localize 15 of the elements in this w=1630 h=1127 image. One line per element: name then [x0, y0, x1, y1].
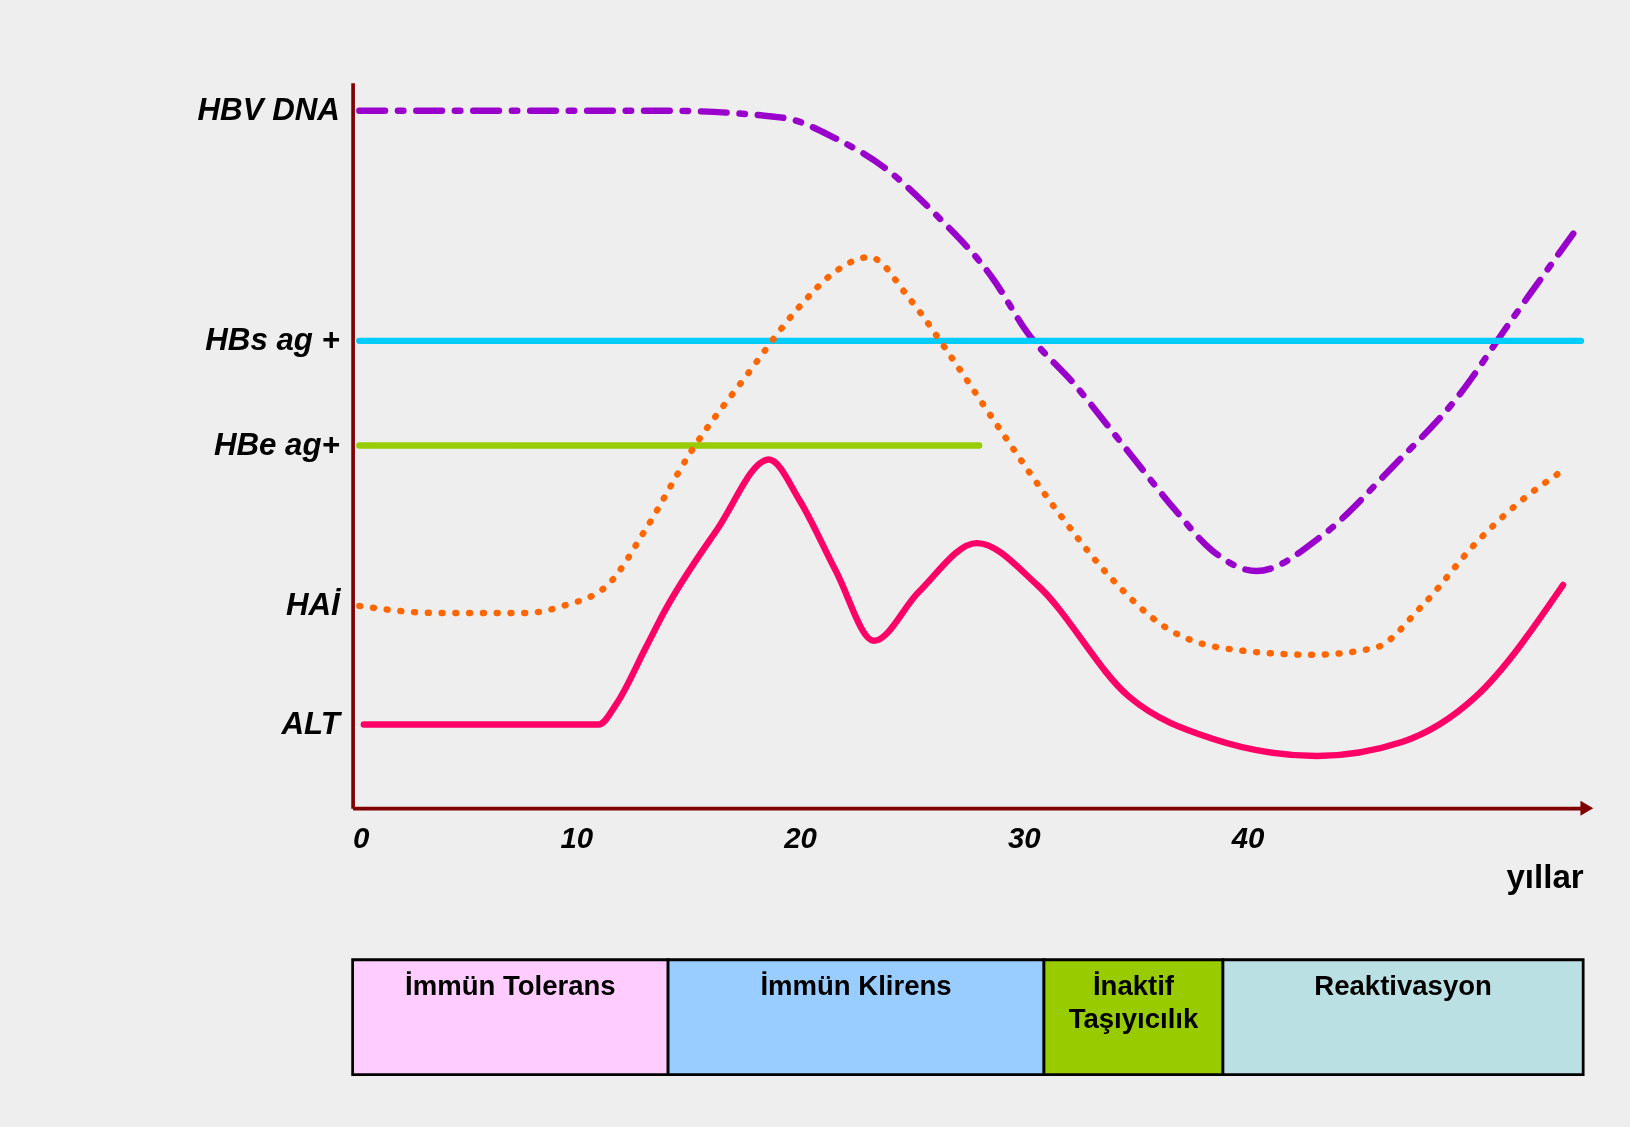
series-label: HBe ag+: [213, 426, 340, 462]
series-label: ALT: [280, 705, 343, 741]
x-tick-label: 30: [1007, 821, 1042, 855]
x-tick-label: 0: [353, 821, 371, 855]
x-axis-title: yıllar: [1506, 857, 1584, 895]
series-label: HBs ag +: [205, 322, 340, 358]
series-label: İnaktif Taşıyıcılık: [1068, 969, 1199, 1034]
series-label: İmmün Klirens: [760, 969, 952, 1001]
series-label: İmmün Tolerans: [405, 969, 616, 1001]
x-tick-label: 20: [783, 821, 818, 855]
x-tick-label: 10: [560, 821, 594, 855]
series-label: HAİ: [286, 587, 343, 623]
series-label: HBV DNA: [197, 91, 340, 127]
x-tick-label: 40: [1230, 821, 1266, 855]
series-label: Reaktivasyon: [1314, 969, 1492, 1001]
